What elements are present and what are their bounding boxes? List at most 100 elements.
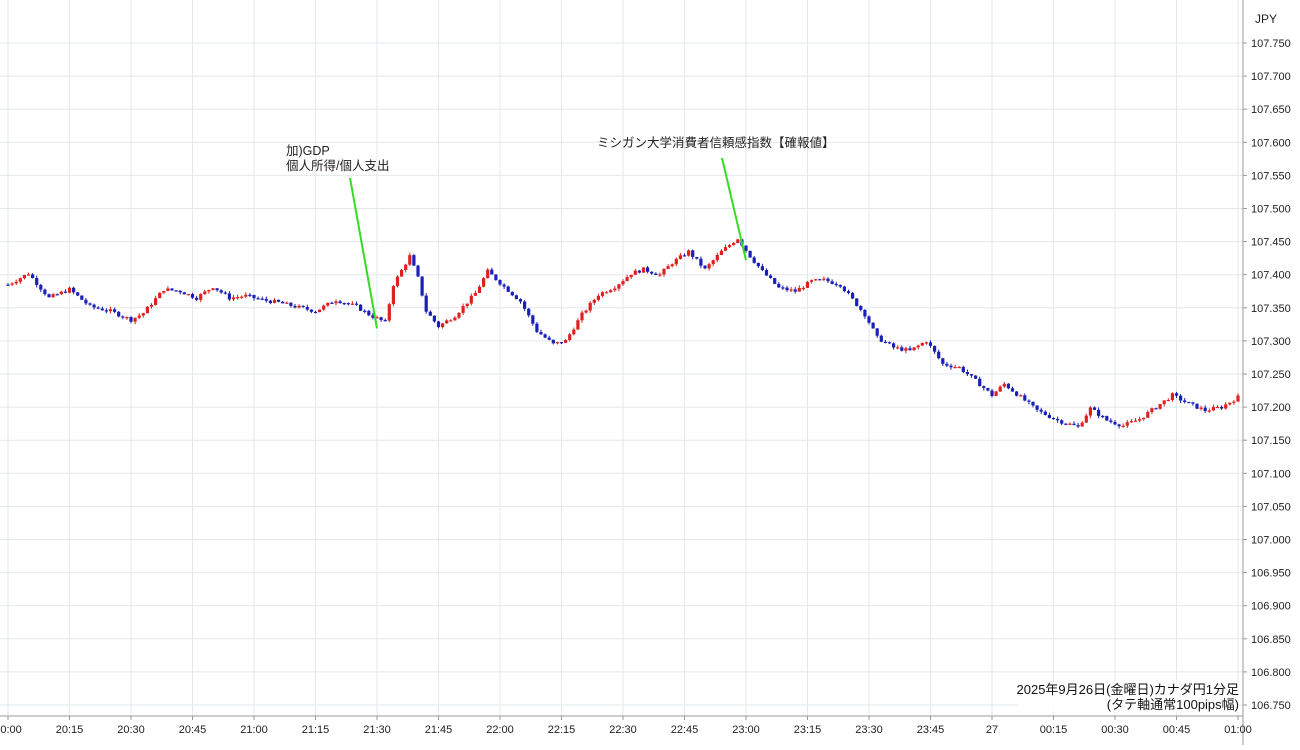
candle [477,285,482,294]
candle [1195,403,1199,410]
candle [752,255,756,264]
candle-body [883,341,887,343]
candle-body [879,335,883,342]
candle [39,283,43,293]
candle [834,281,838,287]
x-tick-label: 20:30 [117,724,145,736]
candle [59,290,63,296]
candle-body [785,287,789,291]
candle [137,313,141,320]
candle [473,290,477,296]
candle-body [318,309,322,313]
candle-body [904,348,908,351]
candle-body [195,297,199,300]
candle [453,316,457,321]
y-tick-label: 107.250 [1251,369,1291,381]
candle-body [625,277,629,282]
candle [535,322,539,334]
candle [1105,415,1109,422]
candle [564,339,568,343]
candle [277,299,281,303]
x-tick-label: 21:15 [302,724,330,736]
candle-body [80,295,84,300]
candle [502,283,506,289]
candle [904,346,908,354]
candle [92,303,96,310]
candle [851,292,855,300]
candle-body [1125,422,1129,426]
candle-body [822,278,826,280]
candle-body [1232,401,1236,403]
candle [781,285,785,290]
candle-body [572,329,576,335]
candle [810,279,814,284]
candle-body [547,337,551,340]
candle-body [756,262,760,267]
candle-body [59,291,63,295]
candle-body [838,284,842,287]
candle-body [1092,407,1097,410]
candle [613,285,617,292]
candle-body [412,255,416,266]
candle-body [662,268,666,275]
candle [785,285,789,292]
candle-body [555,342,559,344]
candle [47,293,51,298]
candle-body [334,301,338,304]
candle [1203,405,1207,413]
candle-body [1023,395,1027,401]
candle-body [305,307,309,310]
candle-body [1138,419,1142,421]
candle [395,275,400,288]
x-tick-label: 22:15 [548,724,576,736]
candle-body [379,317,383,321]
candle-body [117,311,121,317]
candle [494,274,498,281]
candle [178,290,182,295]
candle [305,304,309,312]
candle-body [633,270,637,275]
candle-body [1183,400,1187,402]
candle-body [1150,408,1154,412]
candle-body [223,292,227,294]
candle [461,303,465,316]
candle-body [301,305,305,308]
candle [424,292,428,314]
y-tick-label: 107.550 [1251,170,1291,182]
candle [1215,404,1220,409]
candle [72,286,76,295]
candle-body [584,310,588,313]
candle-body [1064,423,1068,425]
candle [650,271,654,275]
candle-body [1076,425,1080,427]
chart-subtitle: (タテ軸通常100pips幅) [1106,697,1239,712]
candle-body [805,281,810,288]
candle [211,288,215,291]
candle [531,314,535,326]
candle-body [892,343,896,348]
candle-body [933,345,937,352]
candle-body [76,292,80,296]
candle [658,272,662,277]
candle [108,306,113,314]
candle-body [436,321,441,328]
candle [908,345,912,351]
candle-body [1084,415,1088,423]
candle [760,263,764,272]
candle [141,312,145,318]
candle [1224,402,1228,410]
candle [572,327,576,336]
candle-body [937,351,941,359]
y-tick-label: 106.750 [1251,700,1291,712]
candle [309,309,313,314]
candle-body [797,287,801,292]
candle-body [174,290,178,292]
candle [986,387,990,392]
y-tick-label: 107.150 [1251,435,1291,447]
annotation-label: 加)GDP [286,144,330,158]
candle [207,289,211,294]
candle [646,265,650,274]
candle-body [149,304,154,307]
candle [621,279,625,286]
candle-body [986,388,990,391]
